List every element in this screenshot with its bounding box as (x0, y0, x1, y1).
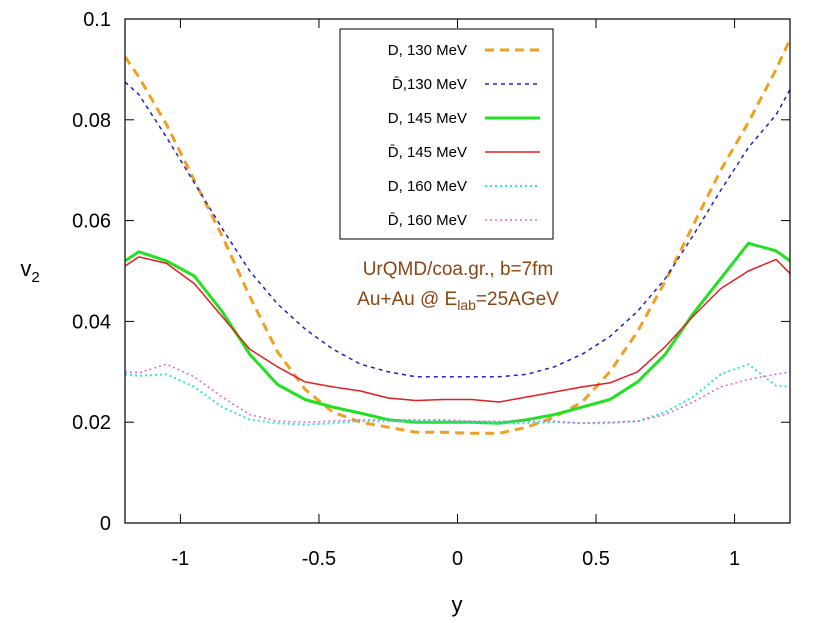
series-line-5 (125, 363, 790, 424)
y-tick-label: 0.08 (72, 110, 111, 132)
tick-labels-layer: -1 -0.5 0 0.5 1 0 0.02 0.04 0.06 0.08 0.1 (72, 9, 740, 570)
legend: D, 130 MeV D̄,130 MeV D, 145 MeV D̄, 145 Me… (339, 28, 554, 240)
x-tick-label: 0 (452, 548, 463, 570)
annotation-line-2-suffix: =25AGeV (476, 289, 559, 310)
annotation-line-2-sub: lab (457, 297, 476, 313)
y-tick-label: 0.1 (83, 9, 111, 31)
legend-box (339, 28, 554, 240)
x-tick-label: 0.5 (582, 548, 610, 570)
y-axis-label-sub: 2 (31, 269, 39, 286)
legend-label-4: D, 160 MeV (388, 178, 467, 195)
annotation-line-1: UrQMD/coa.gr., b=7fm (363, 259, 554, 280)
y-tick-label: 0.04 (72, 311, 111, 333)
y-tick-label: 0.06 (72, 211, 111, 233)
ticks-layer (125, 18, 790, 524)
y-tick-label: 0 (100, 513, 111, 535)
x-tick-label: 1 (729, 548, 740, 570)
annotation-line-2-prefix: Au+Au @ E (357, 289, 457, 310)
legend-label-0: D, 130 MeV (388, 42, 467, 59)
y-tick-label: 0.02 (72, 412, 111, 434)
y-axis-label: v2 (20, 256, 39, 286)
legend-label-2: D, 145 MeV (388, 110, 467, 127)
series-line-0 (125, 38, 790, 435)
x-axis-label: y (452, 592, 463, 617)
series-layer (125, 38, 790, 435)
legend-label-3: D̄, 145 MeV (388, 144, 467, 161)
legend-label-1: D̄,130 MeV (392, 76, 467, 93)
series-line-1 (125, 81, 790, 378)
y-axis-label-main: v (20, 256, 31, 281)
x-tick-label: -1 (172, 548, 190, 570)
legend-label-5: D̄, 160 MeV (388, 212, 467, 229)
series-line-3 (125, 256, 790, 403)
series-line-4 (125, 363, 790, 426)
x-tick-label: -0.5 (302, 548, 336, 570)
annotation-line-2: Au+Au @ Elab=25AGeV (357, 289, 559, 313)
annotation: UrQMD/coa.gr., b=7fm Au+Au @ Elab=25AGeV (357, 259, 559, 313)
